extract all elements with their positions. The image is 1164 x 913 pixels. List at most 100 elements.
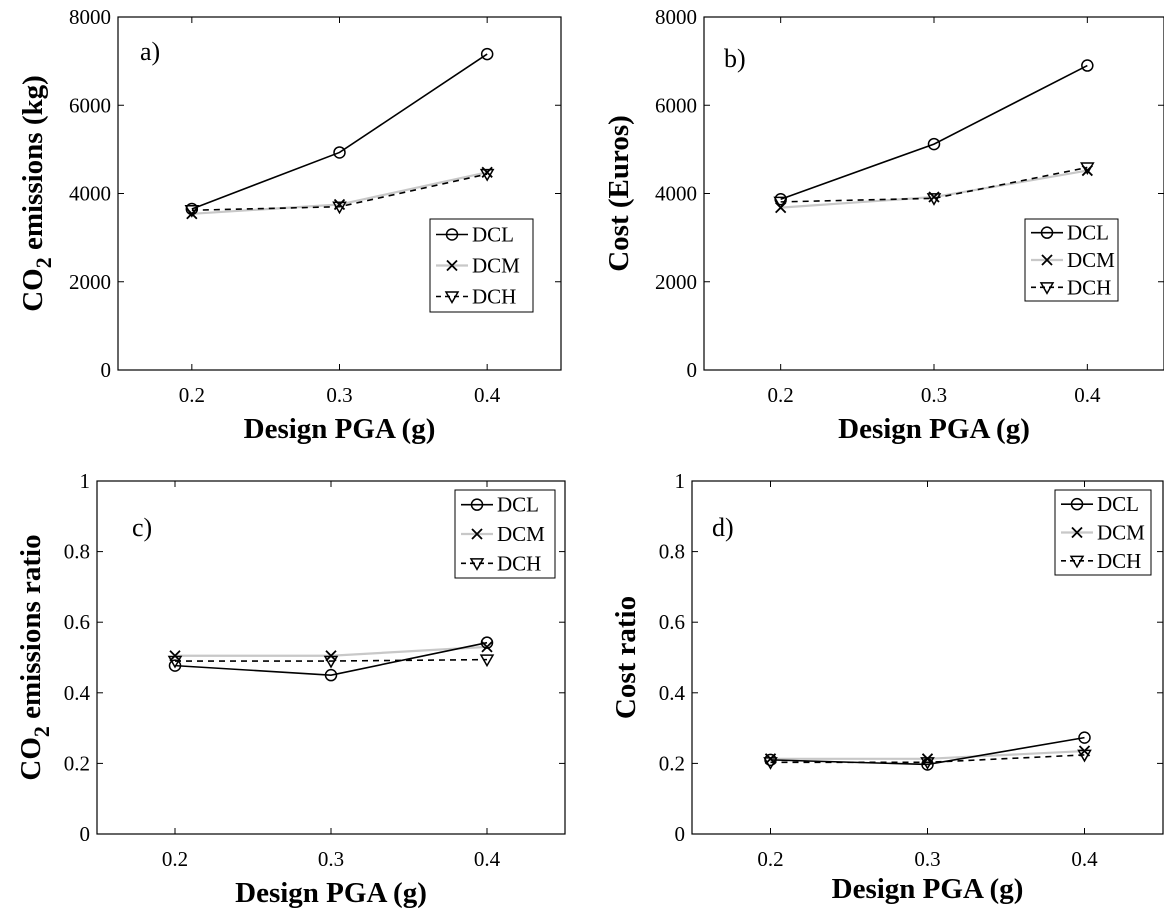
series-line-dcm: [175, 645, 488, 657]
x-tick-label: 0.2: [757, 847, 783, 871]
y-tick-label: 0.4: [64, 681, 91, 705]
y-axis-title: CO2 emissions ratio: [15, 534, 54, 780]
data-point-dcl: [324, 668, 338, 682]
x-tick-label: 0.2: [179, 383, 205, 407]
legend-label-dch: DCH: [1067, 275, 1111, 299]
legend-label-dcl: DCL: [1097, 492, 1139, 516]
x-tick-label: 0.3: [921, 383, 947, 407]
panel-letter: c): [132, 513, 152, 542]
legend: DCL DCM DCH: [1054, 489, 1152, 576]
legend-label-dch: DCH: [1097, 549, 1141, 573]
y-axis-title-main: Cost (Euros): [603, 115, 635, 272]
legend-label-dcl: DCL: [472, 223, 514, 247]
legend-label-dcm: DCM: [1067, 248, 1115, 272]
y-tick-label: 6000: [69, 93, 111, 117]
y-axis-title: Cost (Euros): [603, 115, 635, 272]
series-line-dcl: [174, 641, 488, 676]
data-point-dch: [773, 196, 788, 210]
panel-letter: b): [724, 44, 746, 73]
x-axis-title: Design PGA (g): [244, 413, 436, 445]
y-tick-label: 4000: [655, 182, 697, 206]
x-axis-title: Design PGA (g): [235, 877, 427, 909]
legend: DCL DCM DCH: [454, 489, 556, 579]
y-axis-title: Cost ratio: [610, 596, 642, 719]
plot-area: [117, 16, 562, 371]
y-tick-label: 1: [675, 469, 686, 493]
data-point-dch: [920, 757, 935, 770]
x-tick-label: 0.3: [318, 847, 344, 871]
series-line-dch: [780, 166, 1088, 203]
legend-label-dcm: DCM: [472, 254, 520, 278]
data-point-dcl: [480, 636, 494, 649]
legend-marker-dcm: [446, 259, 458, 272]
series-line-dcl: [780, 64, 1088, 200]
series-line-dcm: [780, 169, 1088, 209]
y-tick-label: 0.8: [659, 540, 685, 564]
y-tick-label: 0.2: [64, 751, 90, 775]
panel-2: 0 2000 4000 6000 8000 0.2 0.3 0.4 Design PGA (g)…: [603, 5, 1164, 445]
legend-marker-dch: [1069, 555, 1085, 569]
legend-marker-dcm: [471, 528, 483, 540]
y-tick-label: 0: [80, 822, 91, 846]
y-tick-label: 0: [687, 358, 698, 382]
data-point-dch: [332, 201, 347, 215]
y-axis-title: CO2 emissions (kg): [17, 75, 56, 312]
data-point-dch: [479, 168, 495, 182]
data-point-dcl: [168, 659, 182, 672]
y-axis-title-subscript: 2: [31, 257, 56, 268]
data-point-dcl: [185, 202, 199, 216]
series-line-dch: [770, 754, 1085, 764]
series-line-dcl: [770, 736, 1085, 766]
y-tick-label: 4000: [69, 182, 111, 206]
x-tick-label: 0.4: [1074, 383, 1101, 407]
y-tick-label: 6000: [655, 93, 697, 117]
series-line-dcl: [191, 53, 488, 210]
legend-marker-dch: [1039, 282, 1055, 295]
data-point-dcl: [480, 47, 494, 61]
data-point-dch: [926, 193, 942, 206]
data-point-dch: [479, 654, 495, 668]
panel-4: 0 0.2 0.4 0.6 0.8 1 0.2 0.3 0.4 Design PGA (g) Cos…: [610, 469, 1164, 905]
y-axis-title-subscript: 2: [29, 726, 54, 737]
legend-marker-dcl: [1070, 497, 1084, 511]
legend-label-dch: DCH: [497, 551, 541, 575]
data-point-dch: [1080, 162, 1095, 175]
legend-marker-dch: [444, 291, 460, 305]
y-axis-title-rest: emissions ratio: [15, 534, 47, 726]
series-line-dch: [175, 658, 488, 662]
series-line-dch: [191, 173, 488, 212]
y-tick-label: 0: [675, 822, 686, 846]
y-tick-label: 0.8: [64, 540, 90, 564]
panel-1: 0 2000 4000 6000 8000 0.2 0.3 0.4 Design PGA (g)…: [17, 5, 562, 445]
legend-marker-dcl: [470, 498, 484, 511]
x-axis-title: Design PGA (g): [832, 873, 1024, 905]
data-point-dcl: [927, 137, 941, 151]
data-point-dcl: [764, 753, 777, 767]
y-tick-label: 1: [80, 469, 91, 493]
data-point-dcl: [774, 192, 787, 206]
legend-marker-dcm: [1041, 254, 1053, 266]
legend: DCL DCM DCH: [429, 218, 534, 313]
legend: DCL DCM DCH: [1024, 218, 1119, 302]
y-tick-label: 0.6: [659, 610, 685, 634]
legend-marker-dcl: [445, 228, 459, 241]
y-tick-label: 0: [101, 358, 112, 382]
data-point-dch: [1077, 749, 1092, 763]
x-tick-label: 0.4: [474, 847, 501, 871]
legend-label-dcm: DCM: [497, 522, 545, 546]
panel-3: 0 0.2 0.4 0.6 0.8 1 0.2 0.3 0.4 Design PGA (g) CO2…: [15, 469, 566, 909]
data-point-dch: [323, 655, 339, 669]
legend-marker-dch: [469, 558, 485, 571]
data-point-dcl: [1081, 59, 1094, 72]
y-tick-label: 0.4: [659, 681, 686, 705]
panel-letter: d): [712, 513, 734, 542]
data-point-dcl: [1078, 731, 1091, 744]
data-point-dcm: [169, 650, 181, 662]
x-tick-label: 0.3: [326, 383, 352, 407]
legend-label-dch: DCH: [472, 285, 516, 309]
legend-label-dcm: DCM: [1097, 521, 1145, 545]
data-point-dcm: [325, 650, 337, 662]
y-tick-label: 8000: [655, 5, 697, 29]
data-point-dcl: [921, 758, 934, 771]
